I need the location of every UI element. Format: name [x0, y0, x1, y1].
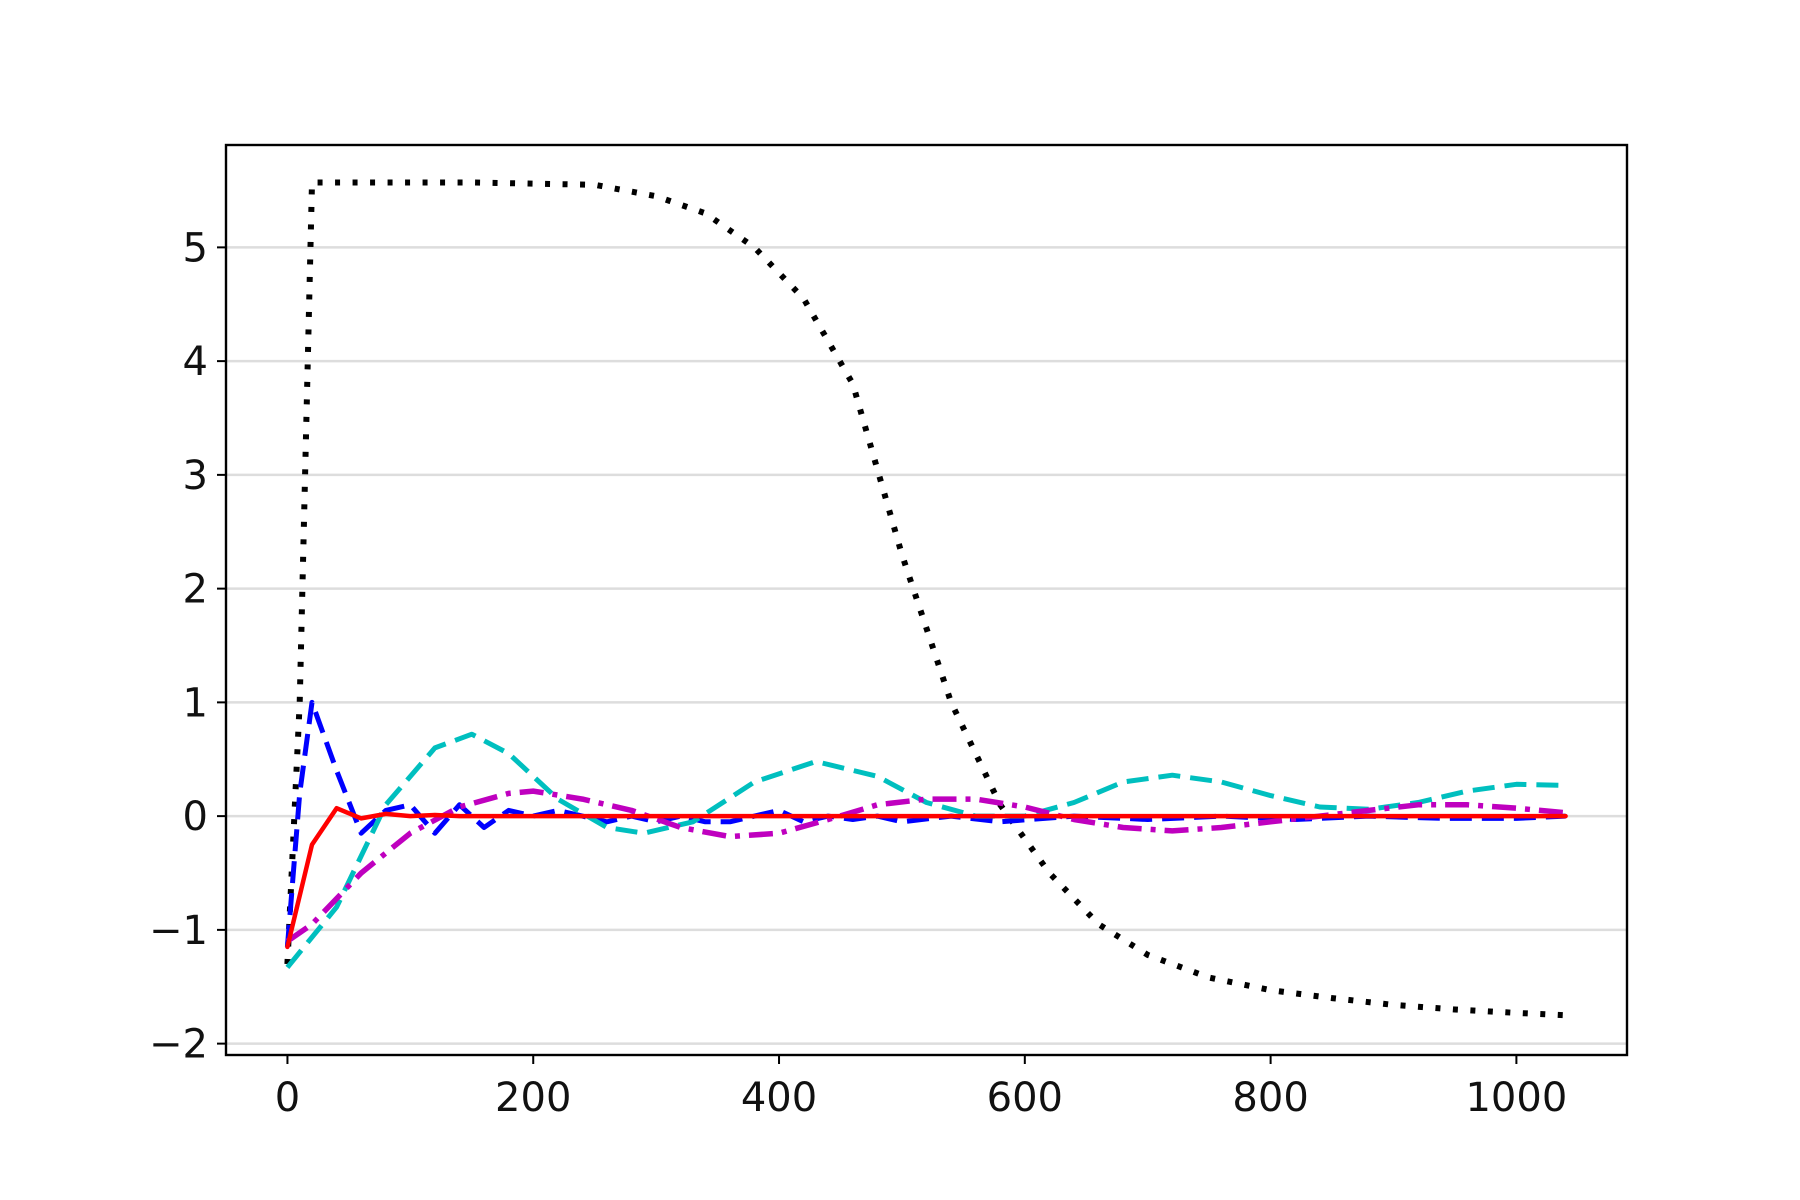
y-tick-label: 4: [183, 339, 208, 385]
y-tick-label: −1: [149, 908, 208, 954]
y-tick-label: 0: [183, 794, 208, 840]
x-tick-label: 400: [741, 1075, 817, 1121]
y-tick-label: 1: [183, 680, 208, 726]
y-tick-label: −2: [149, 1022, 208, 1068]
x-tick-label: 800: [1232, 1075, 1308, 1121]
y-tick-label: 3: [183, 453, 208, 499]
y-axis: −2 −1 0 1 2 3 4 5: [149, 225, 226, 1068]
x-tick-label: 200: [495, 1075, 571, 1121]
series-line-4: [285, 788, 1566, 944]
plot-frame: [224, 143, 1629, 1057]
series-line-1: [284, 179, 1566, 1019]
x-axis: 0 200 400 600 800 1000: [275, 1055, 1567, 1121]
data-series: [284, 179, 1568, 1019]
x-tick-label: 1000: [1465, 1075, 1567, 1121]
x-tick-label: 600: [987, 1075, 1063, 1121]
series-line-2: [284, 699, 1566, 948]
x-tick-label: 0: [275, 1075, 300, 1121]
series-line-5: [285, 805, 1568, 950]
y-tick-label: 2: [183, 567, 208, 613]
y-tick-label: 5: [183, 225, 208, 271]
series-line-3: [285, 731, 1566, 969]
plot-area: [226, 145, 1627, 1055]
